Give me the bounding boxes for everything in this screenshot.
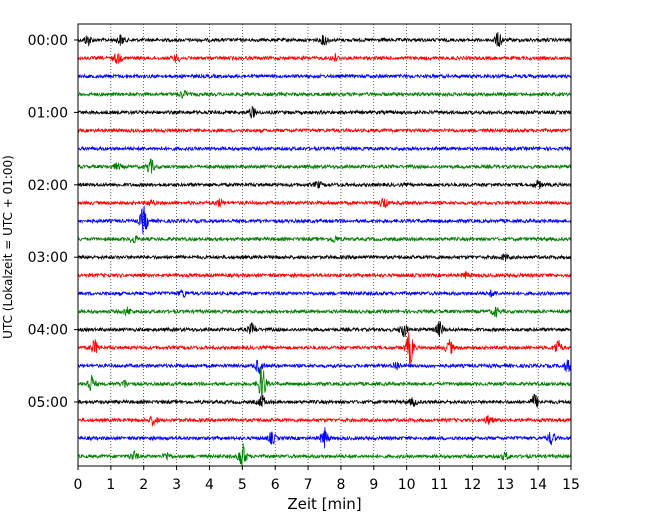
x-tick-label: 5: [238, 477, 247, 493]
x-axis-ticks: 0 1 2 3 4 5 6 7 8 9 10 11 12 13 14 15: [74, 466, 580, 493]
x-tick-label: 7: [304, 477, 313, 493]
y-tick-label: 03:00: [28, 250, 68, 266]
x-tick-label: 3: [172, 477, 181, 493]
x-tick-label: 8: [336, 477, 345, 493]
x-tick-label: 0: [74, 477, 83, 493]
y-tick-label: 05:00: [28, 395, 68, 411]
seismic-trace: [77, 127, 572, 134]
x-tick-label: 1: [106, 477, 115, 493]
seismic-trace: [77, 270, 572, 280]
seismic-trace: [77, 145, 572, 152]
x-tick-label: 9: [369, 477, 378, 493]
seismic-trace: [77, 306, 572, 318]
x-tick-label: 15: [562, 477, 580, 493]
x-tick-label: 11: [431, 477, 449, 493]
plot-border: [77, 23, 572, 467]
seismic-trace: [77, 106, 572, 119]
seismic-trace: [77, 32, 572, 48]
y-axis-ticks: 00:00 01:00 02:00 03:00 04:00 05:00: [28, 33, 78, 411]
seismic-trace: [77, 427, 572, 449]
x-tick-label: 14: [529, 477, 547, 493]
seismic-trace: [77, 89, 572, 100]
seismic-trace: [77, 367, 572, 400]
seismic-traces: [77, 32, 572, 467]
seismic-trace: [77, 253, 572, 262]
seismic-trace: [77, 393, 572, 408]
seismic-trace: [77, 158, 572, 174]
seismic-trace: [77, 359, 572, 375]
x-axis-label: Zeit [min]: [287, 495, 361, 513]
y-axis-label: UTC (Lokalzeit = UTC + 01:00): [1, 155, 15, 339]
seismic-trace: [77, 234, 572, 244]
x-tick-label: 4: [205, 477, 214, 493]
x-tick-label: 13: [496, 477, 514, 493]
x-tick-label: 10: [398, 477, 416, 493]
seismic-trace: [77, 197, 572, 209]
seismic-trace: [77, 52, 572, 65]
seismic-trace: [77, 288, 572, 299]
x-tick-label: 6: [271, 477, 280, 493]
plot-area: [78, 24, 571, 466]
y-tick-label: 01:00: [28, 105, 68, 121]
seismic-trace: [77, 331, 572, 365]
y-tick-label: 04:00: [28, 323, 68, 339]
seismic-trace: [77, 414, 572, 427]
x-tick-label: 12: [463, 477, 481, 493]
y-tick-label: 00:00: [28, 33, 68, 49]
seismic-trace: [77, 72, 572, 80]
x-tick-label: 2: [139, 477, 148, 493]
seismic-trace: [77, 321, 572, 338]
seismic-trace: [77, 443, 572, 467]
seismic-trace: [77, 179, 572, 190]
y-tick-label: 02:00: [28, 178, 68, 194]
seismic-trace: [77, 205, 572, 235]
